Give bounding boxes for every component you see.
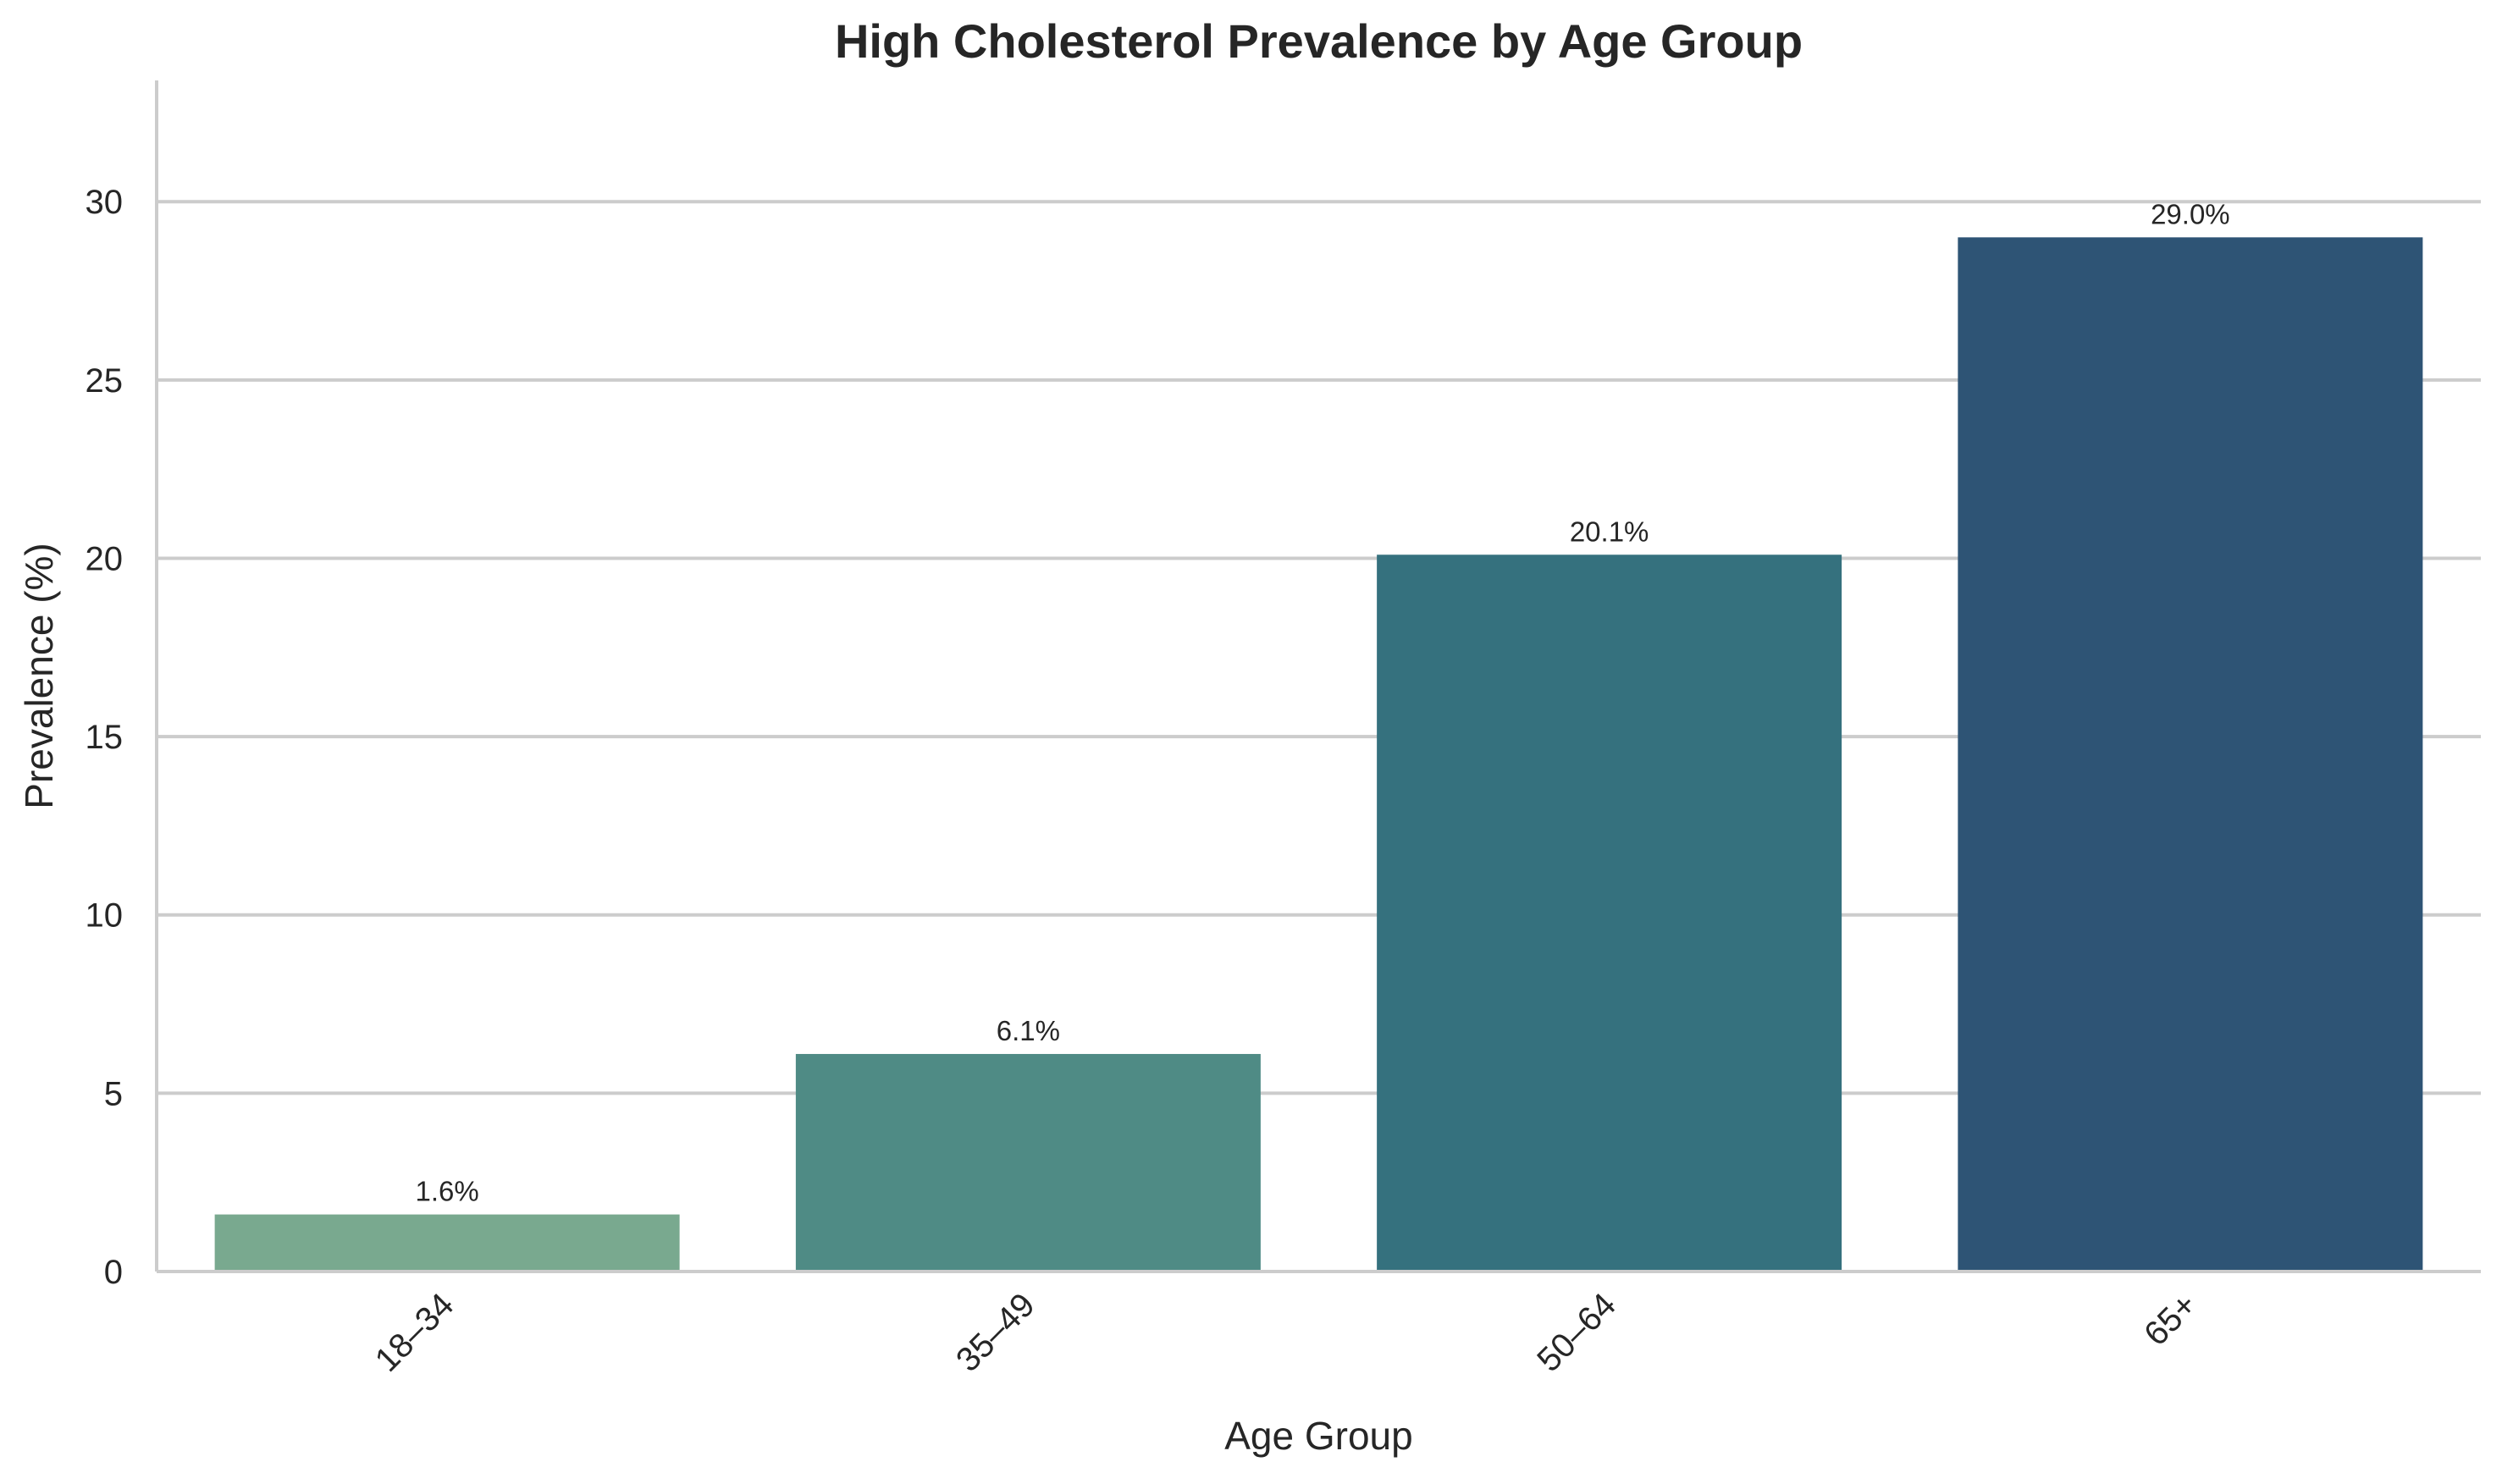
y-tick-label: 30	[86, 184, 124, 221]
x-tick-label: 65+	[2137, 1286, 2204, 1353]
y-tick-label: 15	[86, 719, 124, 756]
x-tick-label: 35–49	[949, 1286, 1042, 1379]
y-tick-labels: 0 5 10 15 20 25 30	[86, 184, 124, 1291]
bar	[795, 1054, 1261, 1272]
y-tick-label: 25	[86, 362, 124, 400]
y-tick-label: 5	[104, 1075, 123, 1112]
data-label: 20.1%	[1570, 516, 1649, 547]
y-tick-label: 10	[86, 897, 124, 935]
data-label: 29.0%	[2151, 198, 2230, 229]
data-label: 6.1%	[997, 1015, 1060, 1046]
y-axis-label: Prevalence (%)	[17, 543, 61, 808]
data-label: 1.6%	[416, 1176, 479, 1207]
y-tick-label: 20	[86, 540, 124, 577]
axis-spines	[155, 80, 2481, 1273]
bar	[214, 1214, 680, 1272]
y-tick-label: 0	[104, 1254, 123, 1291]
bar	[1958, 237, 2423, 1272]
x-tick-labels: 18–34 35–49 50–64 65+	[368, 1286, 2205, 1379]
bar	[1377, 554, 1842, 1272]
x-tick-label: 18–34	[368, 1286, 461, 1379]
data-labels: 1.6% 6.1% 20.1% 29.0%	[416, 198, 2230, 1206]
x-axis-label: Age Group	[1224, 1414, 1412, 1458]
bars	[214, 237, 2423, 1272]
chart-title: High Cholesterol Prevalence by Age Group	[835, 14, 1803, 68]
x-tick-label: 50–64	[1530, 1286, 1623, 1379]
